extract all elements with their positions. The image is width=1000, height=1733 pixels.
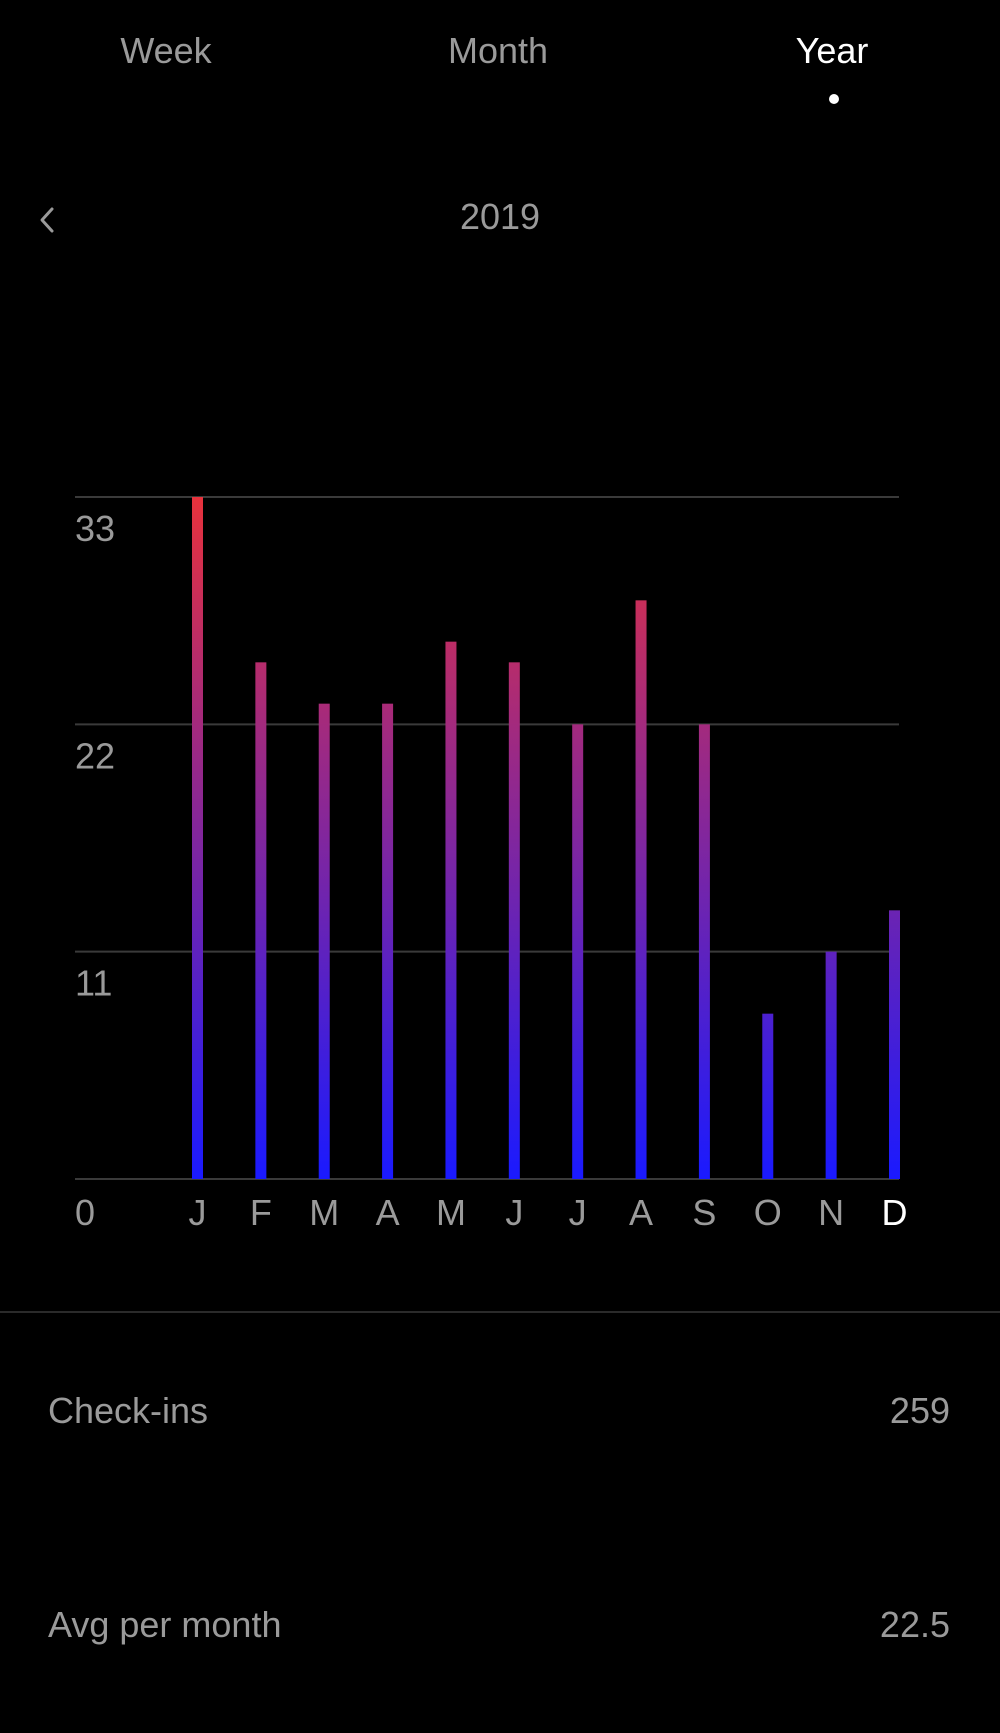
stat-avg-per-month: Avg per month 22.5 [48, 1604, 950, 1654]
period-navigator: 2019 [0, 180, 1000, 260]
y-tick-label: 22 [75, 735, 115, 776]
bar-10 [825, 951, 837, 1179]
x-tick-label: M [309, 1192, 339, 1233]
bar-1 [255, 662, 267, 1179]
bar-4 [445, 641, 457, 1179]
active-tab-indicator [829, 94, 839, 104]
tab-year[interactable]: Year [795, 30, 869, 71]
bar-11 [889, 910, 900, 1179]
section-divider [0, 1311, 1000, 1313]
period-tabs: Week Month Year [0, 0, 1000, 130]
x-tick-label: A [376, 1192, 400, 1233]
bar-2 [318, 703, 330, 1179]
x-tick-label: N [818, 1192, 844, 1233]
y-tick-label: 33 [75, 508, 115, 549]
x-tick-label: S [692, 1192, 716, 1233]
chevron-left-icon [40, 207, 54, 233]
x-tick-label: J [569, 1192, 587, 1233]
bar-3 [382, 703, 394, 1179]
stat-checkins: Check-ins 259 [48, 1390, 950, 1440]
bar-6 [572, 724, 584, 1179]
x-tick-label: J [189, 1192, 207, 1233]
bar-5 [508, 662, 520, 1179]
stat-value: 22.5 [879, 1604, 950, 1645]
tab-week[interactable]: Week [120, 30, 212, 71]
bar-9 [762, 1013, 774, 1179]
previous-period-button[interactable] [26, 198, 70, 242]
stat-value: 259 [889, 1390, 950, 1431]
bar-0 [192, 497, 203, 1179]
stat-label: Avg per month [48, 1604, 282, 1645]
x-tick-label: F [250, 1192, 272, 1233]
bar-7 [635, 600, 647, 1179]
y-tick-label: 11 [75, 963, 112, 1004]
x-tick-label: J [505, 1192, 523, 1233]
x-tick-label: M [436, 1192, 466, 1233]
chart-bars [192, 497, 900, 1179]
x-tick-label: O [754, 1192, 782, 1233]
chart-grid [75, 496, 899, 1180]
bar-8 [698, 724, 710, 1179]
x-tick-label: D [882, 1192, 908, 1233]
stat-label: Check-ins [48, 1390, 209, 1431]
y-zero-label: 0 [75, 1192, 95, 1233]
period-label: 2019 [459, 196, 541, 237]
tab-month[interactable]: Month [447, 30, 549, 71]
x-tick-label: A [629, 1192, 653, 1233]
